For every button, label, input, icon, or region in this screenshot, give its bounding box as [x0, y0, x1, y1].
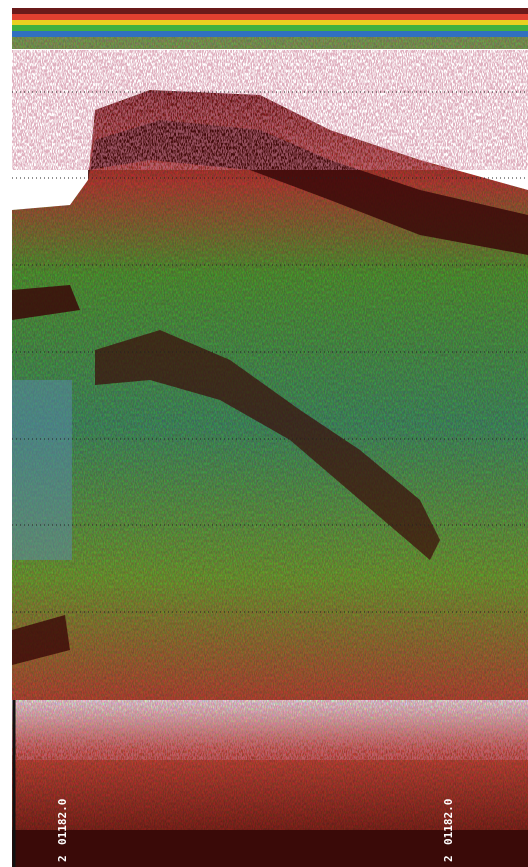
marker: 2 — [56, 855, 69, 862]
scatter-noise — [12, 50, 528, 170]
surface-band — [12, 8, 528, 49]
echogram: 2 01182.0 2 01182.0 — [0, 0, 528, 867]
marker: 2 — [442, 855, 455, 862]
marker-label: 01182.0 — [442, 799, 455, 845]
water-column — [12, 90, 528, 700]
marker-label: 01182.0 — [56, 799, 69, 845]
